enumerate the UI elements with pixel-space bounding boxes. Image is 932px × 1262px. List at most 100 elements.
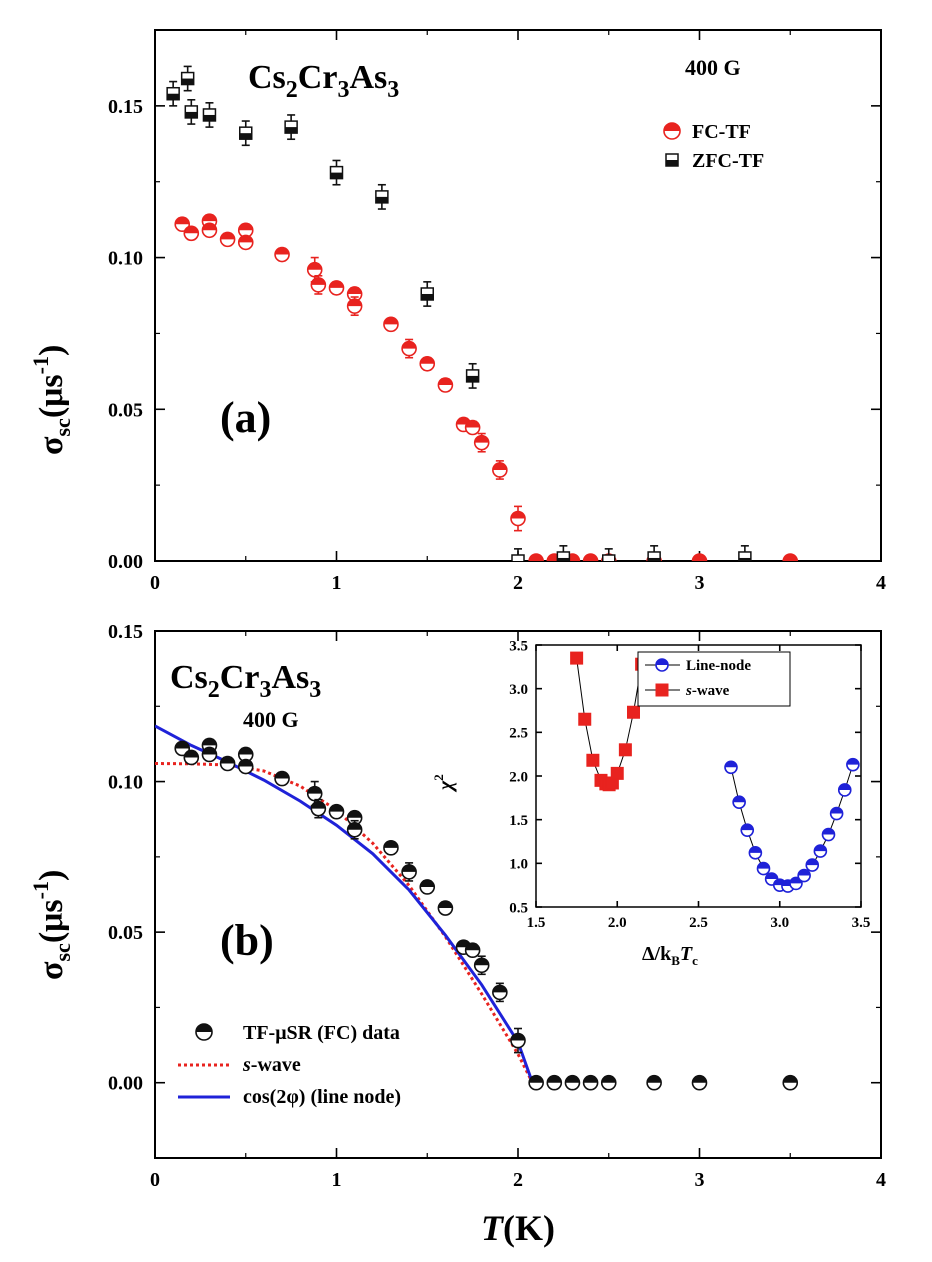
zfc-tf-point xyxy=(647,551,661,561)
inset-s-wave-point-fill xyxy=(570,651,584,665)
fc-tf-point-fill xyxy=(529,554,544,561)
inset-line-node-point xyxy=(756,861,771,876)
fc-tf-point-fill xyxy=(692,554,707,561)
zfc-tf-point-fill xyxy=(203,114,216,121)
fc-tf-point xyxy=(510,510,526,527)
inset-legend-s-wave-marker xyxy=(645,683,680,697)
zfc-tf-point-fill xyxy=(375,196,388,203)
fc-tf-point-fill xyxy=(202,214,217,222)
x-tick-label: 1 xyxy=(332,572,342,594)
y-tick-label: 0.10 xyxy=(108,248,143,270)
fc-tf-point xyxy=(582,553,599,561)
inset-line-node-point-fill xyxy=(830,807,843,814)
fc-tf-point xyxy=(464,419,481,436)
tf-musr-fc-point xyxy=(473,957,490,974)
x-tick-label: 2 xyxy=(513,1169,523,1191)
inset-xlabel: Δ/kBTc xyxy=(642,943,698,968)
fc-tf-point xyxy=(237,234,254,251)
inset-line-node-point-fill xyxy=(846,758,859,765)
panel-b-compound-label: Cs2Cr3As3 xyxy=(170,659,321,703)
tf-musr-fc-point xyxy=(564,1074,581,1091)
panel-a-marks xyxy=(166,65,799,561)
fc-tf-point-fill xyxy=(311,277,326,285)
zfc-tf-point-fill xyxy=(648,557,661,561)
panel-a-field-label: 400 G xyxy=(685,55,741,80)
fc-tf-point-fill xyxy=(347,286,362,294)
zfc-tf-point-fill xyxy=(239,133,252,140)
inset-legend-line-node-symbol xyxy=(655,658,669,672)
tf-musr-fc-point-fill xyxy=(601,1075,616,1083)
zfc-tf-point-fill xyxy=(738,557,751,561)
tf-musr-fc-point xyxy=(237,758,254,775)
tf-musr-fc-point xyxy=(310,800,327,817)
y-tick-label: 3.0 xyxy=(509,682,528,698)
inset-s-wave-point xyxy=(627,705,640,719)
y-tick-label: 0.10 xyxy=(108,772,143,794)
legend-fc-tf-symbol xyxy=(663,122,681,140)
zfc-tf-point-fill xyxy=(185,111,198,118)
tf-musr-fc-point-fill xyxy=(511,1033,525,1041)
panel-a-letter: (a) xyxy=(220,393,271,442)
fc-tf-point-fill xyxy=(238,235,253,243)
inset-s-wave-point xyxy=(618,743,632,757)
tf-musr-fc-point xyxy=(328,803,345,820)
inset-s-wave-point-fill xyxy=(578,712,592,726)
tf-musr-fc-point xyxy=(510,1032,526,1049)
fc-tf-point-fill xyxy=(783,554,798,561)
inset-line-node-point xyxy=(805,858,820,872)
x-tick-label: 1.5 xyxy=(527,915,546,931)
inset-line-node-point-fill xyxy=(814,845,827,852)
zfc-tf-point xyxy=(284,120,298,134)
fc-tf-point xyxy=(782,553,799,561)
inset-s-wave-point-fill xyxy=(610,766,624,780)
inset-line-node-point xyxy=(837,783,852,797)
zfc-tf-point xyxy=(329,165,344,180)
zfc-tf-point xyxy=(166,86,180,101)
tf-musr-fc-point xyxy=(274,770,290,787)
x-tick-label: 4 xyxy=(876,1169,886,1191)
panel-b-xlabel: T(K) xyxy=(481,1208,555,1248)
fc-tf-point-fill xyxy=(383,317,398,325)
panel-a-ylabel: σsc(μs-1) xyxy=(28,345,75,455)
tf-musr-fc-point-fill xyxy=(347,822,362,830)
zfc-tf-point xyxy=(239,126,253,140)
zfc-tf-point-outline xyxy=(511,554,525,561)
inset-s-wave-point-fill xyxy=(586,753,600,767)
panel-a-axes: 0 1 2 3 4 0.00 0.05 0.10 0.15 xyxy=(108,30,886,594)
tf-musr-fc-point-fill xyxy=(275,771,290,779)
legend-fc-tf-label: FC-TF xyxy=(692,121,751,143)
legend-line-node-label: cos(2φ) (line node) xyxy=(243,1086,401,1108)
legend-data-symbol xyxy=(195,1023,213,1041)
tf-musr-fc-point-fill xyxy=(383,840,398,848)
tf-musr-fc-point-fill xyxy=(583,1075,598,1083)
inset-line-node-point xyxy=(813,844,828,858)
legend-data-symbol-fill xyxy=(196,1024,212,1032)
inset-legend-s-wave-symbol xyxy=(655,683,669,697)
y-tick-label: 3.5 xyxy=(509,638,528,654)
inset-line-node-point-fill xyxy=(749,846,762,853)
panel-a: 0 1 2 3 4 0.00 0.05 0.10 0.15 Cs2Cr3As3 400 G (a… xyxy=(28,29,886,594)
fc-tf-point-fill xyxy=(474,435,489,443)
y-tick-label: 0.5 xyxy=(509,900,528,916)
inset-line-node-point xyxy=(732,795,746,810)
inset-legend-line-node-label: Line-node xyxy=(686,658,751,674)
inset-line-node-point-fill xyxy=(806,859,819,866)
legend-s-wave-label: s-wave xyxy=(242,1054,301,1076)
legend-fc-tf-marker xyxy=(663,122,681,140)
tf-musr-fc-point-fill xyxy=(202,738,217,746)
panel-a-legend: FC-TF ZFC-TF xyxy=(663,121,764,172)
panel-a-compound-label: Cs2Cr3As3 xyxy=(248,59,399,103)
fc-tf-point-fill xyxy=(465,420,480,428)
fc-tf-point-fill xyxy=(275,247,290,255)
tf-musr-fc-point xyxy=(219,755,236,772)
tf-musr-fc-point xyxy=(174,740,191,757)
tf-musr-fc-point xyxy=(306,785,323,802)
x-tick-label: 0 xyxy=(150,1169,160,1191)
tf-musr-fc-point-fill xyxy=(184,750,199,758)
fc-tf-point-fill xyxy=(202,223,217,231)
fc-tf-point-fill xyxy=(175,217,190,225)
inset-line-node-point-fill xyxy=(838,783,851,790)
x-tick-label: 3 xyxy=(695,1169,705,1191)
tf-musr-fc-point-fill xyxy=(238,747,253,755)
